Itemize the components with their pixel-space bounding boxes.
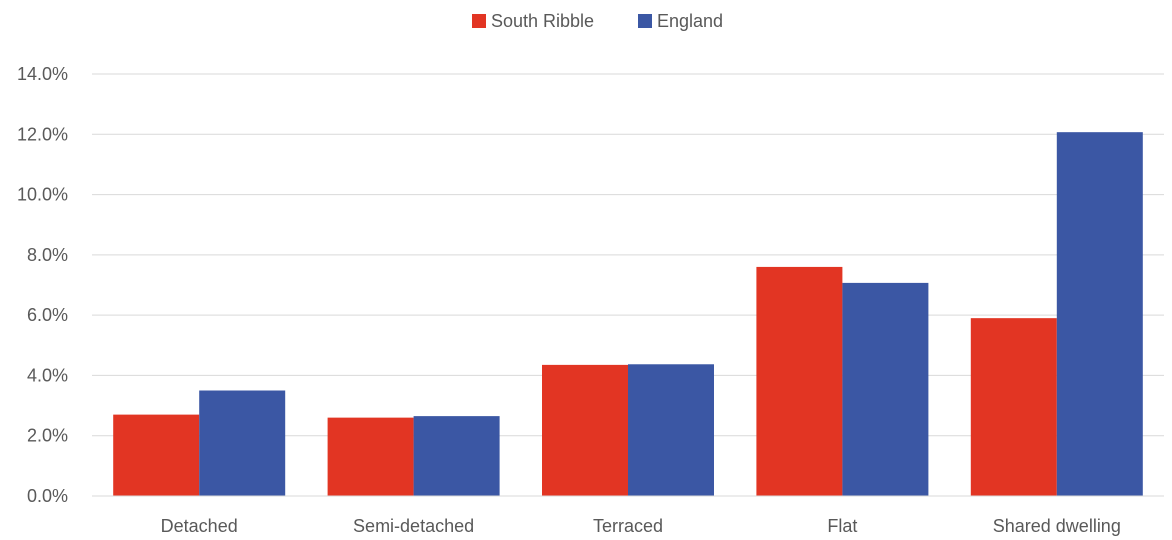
y-tick-label: 4.0%: [27, 365, 68, 385]
y-tick-label: 8.0%: [27, 245, 68, 265]
legend: South Ribble England: [472, 11, 723, 31]
bar-south-ribble: [113, 414, 200, 496]
y-tick-label: 6.0%: [27, 305, 68, 325]
bars: [113, 132, 1143, 496]
legend-label: England: [657, 11, 723, 31]
x-tick-label: Detached: [161, 516, 238, 536]
y-tick-label: 14.0%: [17, 64, 68, 84]
bar-south-ribble: [756, 266, 843, 496]
bar-england: [413, 416, 500, 496]
y-tick-label: 2.0%: [27, 426, 68, 446]
x-tick-label: Terraced: [593, 516, 663, 536]
legend-swatch: [638, 14, 652, 28]
x-tick-label: Semi-detached: [353, 516, 474, 536]
bar-england: [1056, 132, 1143, 496]
legend-label: South Ribble: [491, 11, 594, 31]
y-axis: 0.0% 2.0% 4.0% 6.0% 8.0% 10.0% 12.0% 14.0%: [17, 64, 68, 506]
legend-swatch: [472, 14, 486, 28]
bar-south-ribble: [542, 364, 628, 496]
bar-england: [628, 364, 714, 496]
bar-england: [199, 390, 286, 496]
bar-south-ribble: [970, 318, 1057, 496]
x-tick-label: Flat: [827, 516, 857, 536]
y-tick-label: 10.0%: [17, 185, 68, 205]
x-tick-label: Shared dwelling: [993, 516, 1121, 536]
x-axis: Detached Semi-detached Terraced Flat Shared …: [92, 495, 1164, 536]
y-tick-label: 12.0%: [17, 124, 68, 144]
bar-south-ribble: [327, 417, 414, 496]
y-tick-label: 0.0%: [27, 486, 68, 506]
bar-england: [842, 282, 929, 496]
